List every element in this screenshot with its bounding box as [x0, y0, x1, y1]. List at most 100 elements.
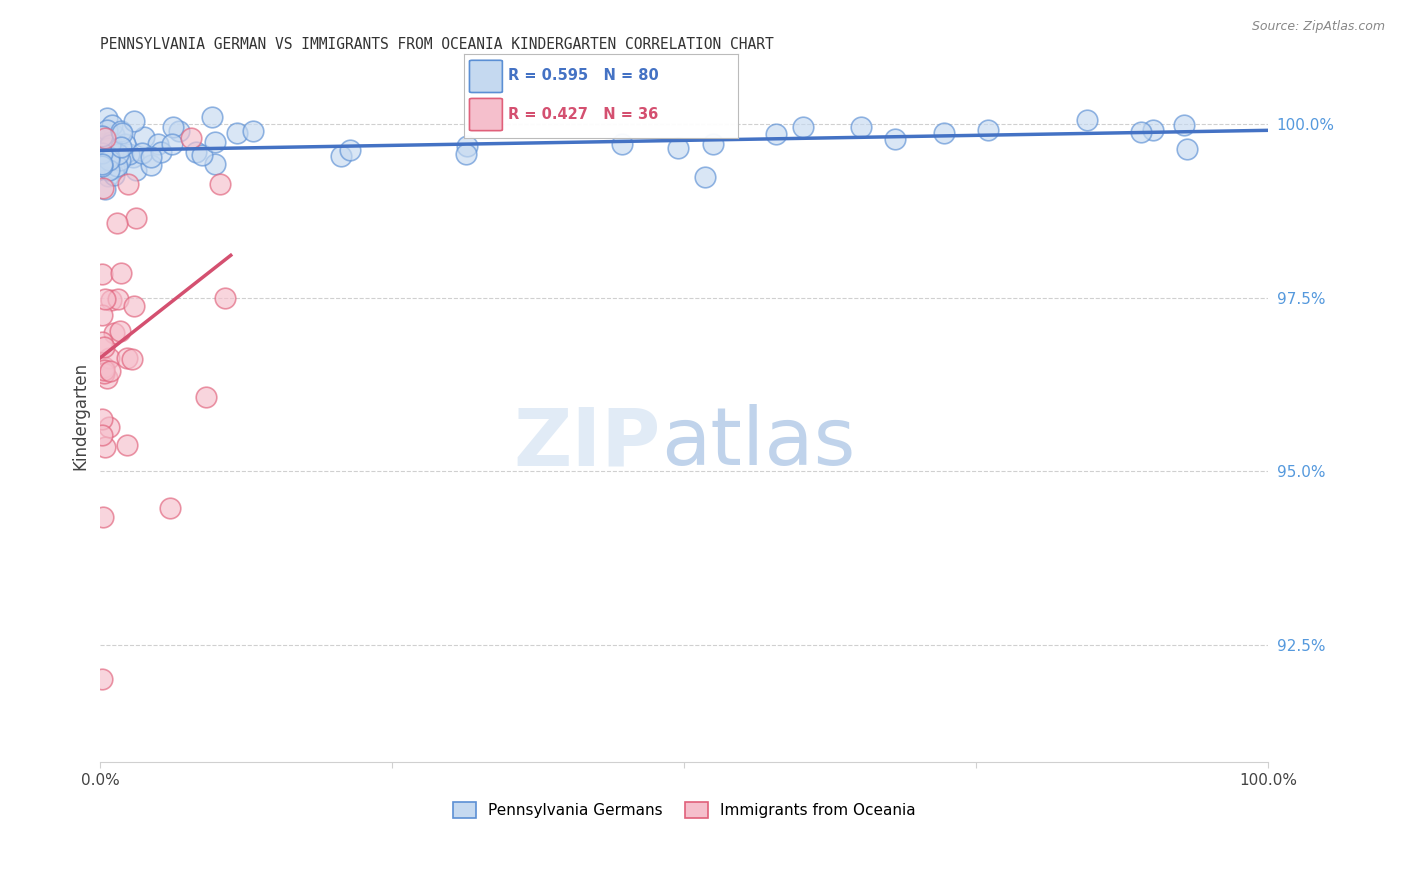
Point — [90, 136, 112, 151]
Point — [1142, 123, 1164, 137]
Point — [107, 292, 129, 306]
Point — [108, 153, 131, 168]
Point — [139, 150, 162, 164]
Point — [122, 114, 145, 128]
Point — [1129, 125, 1152, 139]
Point — [702, 136, 724, 151]
Point — [91, 128, 114, 143]
Point — [121, 351, 143, 366]
Point — [934, 127, 956, 141]
Point — [90, 672, 112, 686]
Point — [226, 126, 249, 140]
Point — [103, 161, 125, 176]
Point — [97, 141, 120, 155]
Point — [162, 120, 184, 135]
Point — [148, 136, 170, 151]
Point — [91, 268, 114, 282]
Point — [98, 363, 121, 377]
Point — [90, 334, 112, 349]
Point — [90, 411, 112, 425]
Point — [149, 145, 172, 160]
Point — [849, 120, 872, 134]
Point — [90, 129, 112, 144]
Point — [98, 162, 121, 177]
Point — [90, 308, 112, 322]
Point — [339, 143, 361, 157]
Point — [204, 157, 226, 171]
Point — [180, 131, 202, 145]
Text: PENNSYLVANIA GERMAN VS IMMIGRANTS FROM OCEANIA KINDERGARTEN CORRELATION CHART: PENNSYLVANIA GERMAN VS IMMIGRANTS FROM O… — [100, 37, 775, 53]
Point — [124, 162, 146, 177]
Point — [1076, 113, 1098, 128]
Point — [242, 124, 264, 138]
Point — [93, 340, 115, 354]
Point — [93, 363, 115, 377]
Point — [141, 158, 163, 172]
Point — [98, 137, 121, 152]
Point — [105, 216, 128, 230]
Point — [100, 135, 122, 149]
Point — [792, 120, 814, 134]
Point — [101, 144, 124, 158]
Point — [93, 510, 115, 524]
Point — [107, 159, 129, 173]
Point — [103, 128, 125, 143]
Point — [93, 136, 115, 151]
Point — [122, 299, 145, 313]
Point — [330, 149, 353, 163]
Point — [97, 141, 120, 155]
Point — [117, 437, 139, 451]
Point — [456, 147, 478, 161]
FancyBboxPatch shape — [470, 98, 502, 130]
Point — [214, 291, 236, 305]
Point — [110, 140, 132, 154]
Point — [96, 140, 118, 154]
FancyBboxPatch shape — [470, 61, 502, 93]
Point — [191, 148, 214, 162]
Point — [94, 292, 117, 306]
Point — [100, 293, 122, 308]
Point — [114, 137, 136, 152]
Point — [167, 124, 190, 138]
Point — [90, 428, 112, 442]
Point — [96, 111, 118, 125]
Point — [91, 145, 114, 160]
Point — [107, 147, 129, 161]
Point — [1175, 142, 1198, 156]
Y-axis label: Kindergarten: Kindergarten — [72, 361, 89, 470]
Text: R = 0.427   N = 36: R = 0.427 N = 36 — [508, 107, 658, 121]
Point — [612, 136, 634, 151]
Point — [90, 159, 112, 173]
Point — [94, 182, 117, 196]
Point — [456, 138, 478, 153]
Point — [110, 266, 132, 280]
Point — [125, 211, 148, 226]
Point — [103, 168, 125, 182]
Point — [103, 326, 125, 341]
Point — [94, 156, 117, 170]
Point — [96, 123, 118, 137]
Point — [111, 127, 134, 141]
Point — [93, 366, 115, 380]
Point — [208, 177, 231, 191]
Point — [93, 143, 115, 157]
Point — [110, 123, 132, 137]
Point — [186, 145, 208, 160]
Point — [90, 157, 112, 171]
Point — [118, 147, 141, 161]
Point — [94, 131, 117, 145]
Point — [94, 441, 117, 455]
Point — [97, 351, 120, 365]
Point — [98, 420, 121, 434]
Point — [204, 135, 226, 149]
Point — [122, 150, 145, 164]
Point — [111, 149, 134, 163]
Point — [115, 351, 138, 366]
Point — [765, 127, 787, 141]
Point — [96, 371, 118, 385]
Point — [883, 132, 905, 146]
Point — [1173, 118, 1195, 132]
Point — [98, 150, 121, 164]
Point — [90, 136, 112, 151]
Point — [132, 130, 155, 145]
